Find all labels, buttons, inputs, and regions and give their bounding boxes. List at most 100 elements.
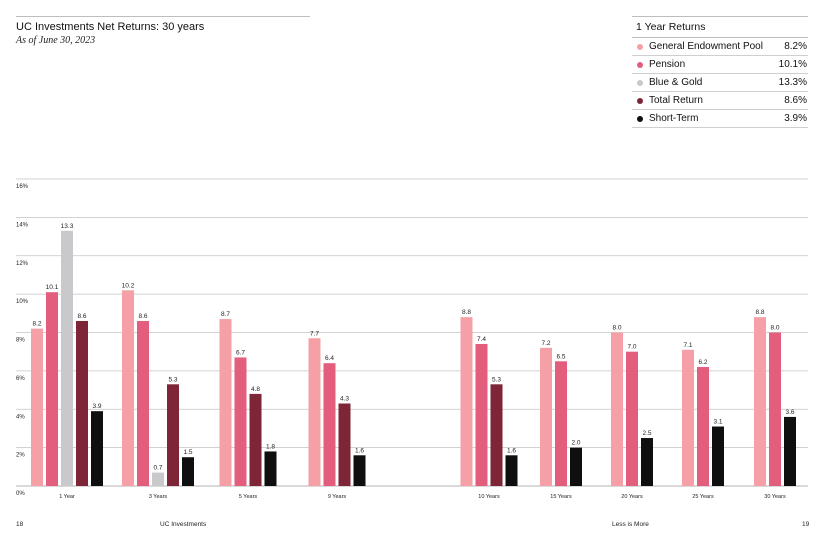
- x-category-label: 10 Years: [478, 494, 500, 500]
- page-subtitle: As of June 30, 2023: [16, 35, 96, 46]
- legend-item-value: 8.6%: [784, 95, 807, 106]
- bar: [137, 320, 149, 486]
- bar: [626, 351, 638, 486]
- bar-value-label: 6.5: [556, 353, 565, 360]
- x-category-label: 25 Years: [692, 494, 714, 500]
- bar-value-label: 3.6: [785, 409, 794, 416]
- legend-item-name: Pension: [649, 59, 686, 70]
- bar-value-label: 3.9: [92, 403, 101, 410]
- bar: [76, 320, 88, 486]
- legend-list: General Endowment Pool 8.2% Pension 10.1% Bl…: [632, 38, 808, 128]
- bar-value-label: 4.3: [340, 395, 349, 402]
- bar: [46, 292, 58, 486]
- bar-value-label: 10.2: [122, 282, 135, 289]
- y-tick-label: 0%: [16, 491, 25, 497]
- legend-dot-icon: [637, 97, 643, 104]
- bar: [697, 367, 709, 486]
- x-category-label: 9 Years: [328, 494, 347, 500]
- x-category-label: 3 Years: [149, 494, 168, 500]
- legend-item-value: 3.9%: [784, 113, 807, 124]
- bar-value-label: 1.6: [507, 447, 516, 454]
- bar: [460, 317, 473, 486]
- legend-dot-icon: [637, 43, 643, 50]
- y-tick-label: 16%: [16, 184, 29, 190]
- bar: [338, 403, 351, 486]
- bar-value-label: 8.0: [612, 325, 621, 332]
- bar-value-label: 8.7: [221, 311, 230, 318]
- bar-value-label: 6.4: [325, 355, 334, 362]
- y-tick-label: 14%: [16, 222, 29, 228]
- bar-value-label: 7.0: [627, 344, 636, 351]
- bar-value-label: 7.7: [310, 330, 319, 337]
- bar: [308, 338, 321, 486]
- y-tick-label: 10%: [16, 299, 29, 305]
- bar-value-label: 8.8: [462, 309, 471, 316]
- legend-item-name: Blue & Gold: [649, 77, 703, 88]
- legend-dot-icon: [637, 61, 643, 68]
- bar: [219, 319, 232, 486]
- legend-panel: 1 Year Returns General Endowment Pool 8.2…: [632, 16, 808, 128]
- bar-value-label: 7.4: [477, 336, 486, 343]
- bar-value-label: 4.8: [251, 386, 260, 393]
- bar: [61, 230, 73, 486]
- x-category-label: 20 Years: [621, 494, 643, 500]
- bar: [505, 455, 518, 486]
- bar-value-label: 8.6: [77, 313, 86, 320]
- bar: [353, 455, 366, 486]
- bar-value-label: 1.8: [266, 443, 275, 450]
- footer-page-left: 18: [16, 521, 24, 528]
- bar-value-label: 3.1: [713, 419, 722, 426]
- bar: [31, 328, 43, 486]
- y-tick-label: 2%: [16, 453, 25, 459]
- bar-value-label: 8.0: [770, 325, 779, 332]
- legend-item-value: 10.1%: [778, 59, 807, 70]
- bar-value-label: 13.3: [61, 223, 74, 230]
- bar-value-label: 5.3: [168, 376, 177, 383]
- bar: [234, 357, 247, 486]
- bar-value-label: 5.3: [492, 376, 501, 383]
- title-rule: [16, 16, 310, 17]
- bar: [167, 384, 179, 486]
- bar: [641, 438, 653, 486]
- y-tick-label: 6%: [16, 376, 25, 382]
- footer-section-left: UC Investments: [160, 521, 207, 528]
- bar-value-label: 7.1: [683, 342, 692, 349]
- bar: [682, 349, 694, 486]
- footer-page-right: 19: [802, 521, 810, 528]
- legend-item: General Endowment Pool 8.2%: [632, 38, 808, 56]
- bar-value-label: 10.1: [46, 284, 59, 291]
- legend-item-name: General Endowment Pool: [649, 41, 763, 52]
- legend-item-value: 13.3%: [778, 77, 807, 88]
- legend-item-name: Short-Term: [649, 113, 699, 124]
- bar-value-label: 6.2: [698, 359, 707, 366]
- bar: [152, 472, 164, 486]
- legend-item: Total Return 8.6%: [632, 92, 808, 110]
- bar-value-label: 6.7: [236, 349, 245, 356]
- bar: [712, 426, 724, 486]
- bar: [475, 344, 488, 486]
- bar: [611, 332, 623, 486]
- bar-value-label: 1.5: [183, 449, 192, 456]
- bar: [323, 363, 336, 486]
- legend-item: Short-Term 3.9%: [632, 110, 808, 128]
- bar: [264, 451, 277, 486]
- page-title: UC Investments Net Returns: 30 years: [16, 21, 205, 33]
- bar: [91, 411, 103, 486]
- bar: [769, 332, 781, 486]
- bar: [784, 416, 796, 486]
- bar-value-label: 1.6: [355, 447, 364, 454]
- bar: [122, 290, 134, 486]
- bar-value-label: 0.7: [153, 465, 162, 472]
- legend-title: 1 Year Returns: [632, 17, 808, 38]
- legend-item: Blue & Gold 13.3%: [632, 74, 808, 92]
- legend-item-value: 8.2%: [784, 41, 807, 52]
- bar-value-label: 2.0: [571, 440, 580, 447]
- legend-dot-icon: [637, 79, 643, 86]
- legend-item: Pension 10.1%: [632, 56, 808, 74]
- bar: [555, 361, 567, 486]
- bar: [182, 457, 194, 486]
- bar-value-label: 7.2: [541, 340, 550, 347]
- bar: [249, 393, 262, 486]
- bar-value-label: 2.5: [642, 430, 651, 437]
